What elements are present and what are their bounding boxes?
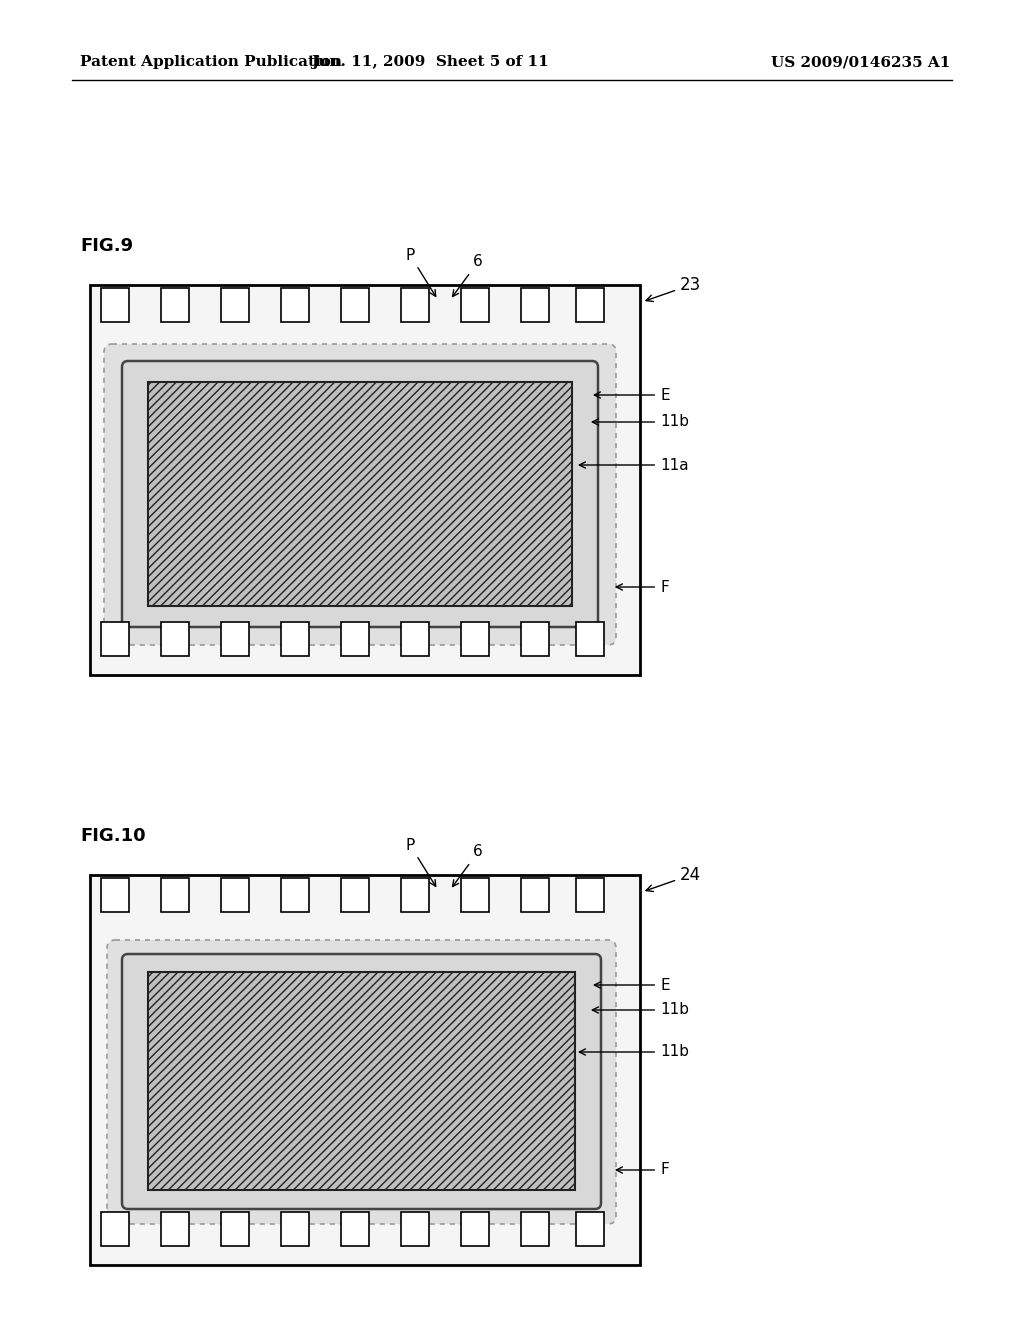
Text: 6: 6 bbox=[453, 255, 483, 297]
Text: F: F bbox=[616, 579, 669, 594]
Bar bbox=[521, 878, 549, 912]
Bar bbox=[101, 622, 129, 656]
Bar bbox=[341, 1212, 369, 1246]
Text: FIG.9: FIG.9 bbox=[80, 238, 133, 255]
Bar bbox=[401, 878, 429, 912]
Text: FIG.10: FIG.10 bbox=[80, 828, 145, 845]
FancyBboxPatch shape bbox=[104, 345, 616, 645]
Bar bbox=[281, 1212, 309, 1246]
Bar bbox=[221, 288, 249, 322]
Bar bbox=[148, 381, 572, 606]
Text: 11b: 11b bbox=[592, 1002, 689, 1018]
Bar bbox=[575, 622, 604, 656]
Bar bbox=[281, 878, 309, 912]
Text: 24: 24 bbox=[646, 866, 701, 891]
Bar bbox=[401, 288, 429, 322]
Bar bbox=[90, 875, 640, 1265]
Bar bbox=[101, 878, 129, 912]
Bar bbox=[281, 622, 309, 656]
Bar bbox=[148, 972, 575, 1191]
Bar bbox=[101, 1212, 129, 1246]
Bar bbox=[161, 878, 189, 912]
Bar bbox=[341, 288, 369, 322]
Bar bbox=[161, 622, 189, 656]
Bar bbox=[461, 288, 489, 322]
Bar bbox=[521, 288, 549, 322]
Bar bbox=[221, 1212, 249, 1246]
Bar bbox=[521, 622, 549, 656]
Text: P: P bbox=[406, 248, 436, 296]
Text: Patent Application Publication: Patent Application Publication bbox=[80, 55, 342, 69]
FancyBboxPatch shape bbox=[106, 940, 616, 1224]
Text: E: E bbox=[594, 388, 670, 403]
Bar bbox=[90, 285, 640, 675]
Bar bbox=[161, 1212, 189, 1246]
Bar bbox=[401, 622, 429, 656]
Bar bbox=[221, 878, 249, 912]
Text: US 2009/0146235 A1: US 2009/0146235 A1 bbox=[771, 55, 950, 69]
Text: 6: 6 bbox=[453, 845, 483, 887]
Text: P: P bbox=[406, 837, 436, 886]
Bar bbox=[101, 288, 129, 322]
Bar bbox=[521, 1212, 549, 1246]
Text: 11b: 11b bbox=[580, 1044, 689, 1060]
Text: 11a: 11a bbox=[580, 458, 688, 473]
Bar bbox=[575, 288, 604, 322]
Bar bbox=[401, 1212, 429, 1246]
Bar bbox=[221, 622, 249, 656]
Text: Jun. 11, 2009  Sheet 5 of 11: Jun. 11, 2009 Sheet 5 of 11 bbox=[311, 55, 549, 69]
FancyBboxPatch shape bbox=[122, 954, 601, 1209]
Bar bbox=[575, 878, 604, 912]
Bar bbox=[281, 288, 309, 322]
Text: E: E bbox=[594, 978, 670, 993]
Text: 11b: 11b bbox=[592, 414, 689, 429]
Bar bbox=[341, 622, 369, 656]
Bar bbox=[461, 622, 489, 656]
Bar bbox=[461, 1212, 489, 1246]
FancyBboxPatch shape bbox=[122, 360, 598, 627]
Text: 23: 23 bbox=[646, 276, 701, 301]
Bar bbox=[161, 288, 189, 322]
Bar bbox=[575, 1212, 604, 1246]
Text: F: F bbox=[616, 1163, 669, 1177]
Bar bbox=[341, 878, 369, 912]
Bar bbox=[461, 878, 489, 912]
